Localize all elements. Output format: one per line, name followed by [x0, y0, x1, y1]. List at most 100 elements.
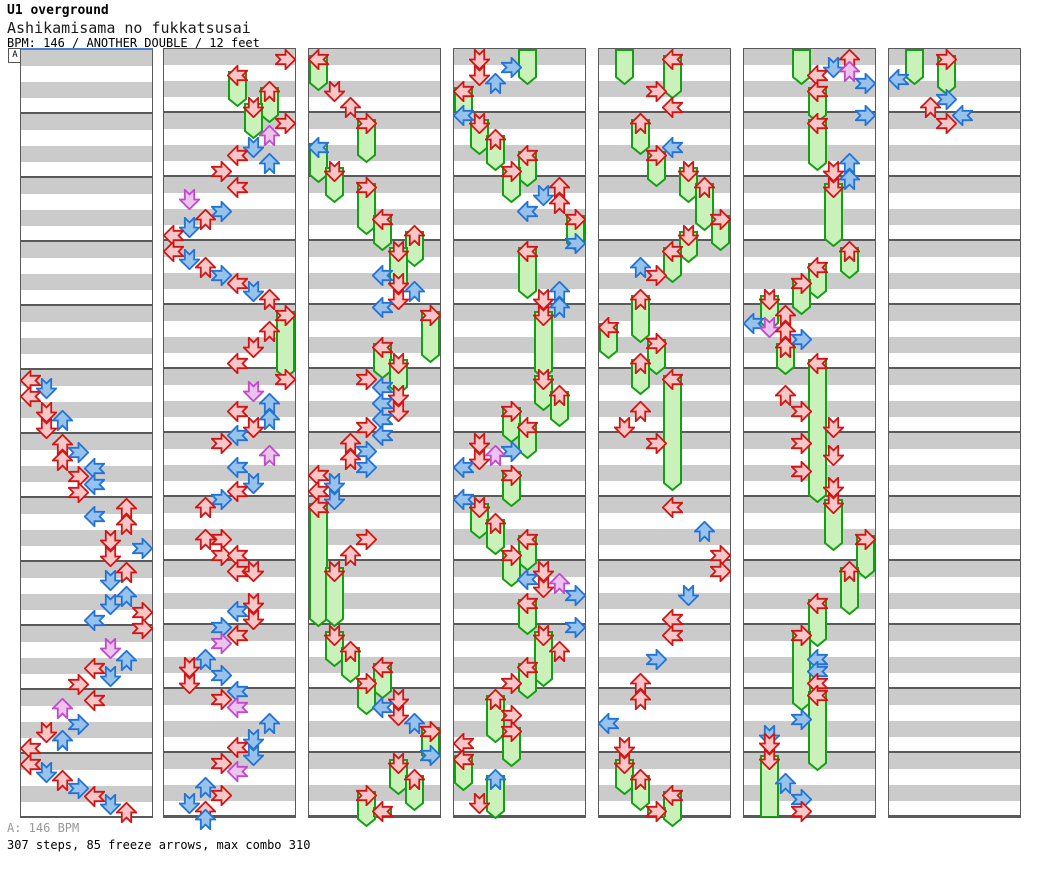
note-arrow-down [100, 666, 121, 687]
note-arrow-right [211, 489, 232, 510]
note-arrow-right [275, 305, 296, 326]
note-arrow-right [211, 689, 232, 710]
note-arrow-down [533, 185, 554, 206]
note-arrow-up [485, 689, 506, 710]
note-arrow-up [630, 289, 651, 310]
note-arrow-down [243, 137, 264, 158]
freeze-tail [517, 49, 538, 85]
note-arrow-right [275, 49, 296, 70]
note-arrow-up [485, 513, 506, 534]
note-arrow-left [372, 697, 393, 718]
note-arrow-down [243, 561, 264, 582]
freeze-tail [791, 49, 812, 85]
note-arrow-up [259, 321, 280, 342]
note-arrow-up [549, 573, 570, 594]
step-panel [308, 48, 441, 827]
note-arrow-up [839, 61, 860, 82]
note-arrow-left [453, 749, 474, 770]
note-arrow-down [100, 794, 121, 815]
note-arrow-left [372, 297, 393, 318]
note-arrow-right [936, 113, 957, 134]
note-arrow-right [356, 673, 377, 694]
note-arrow-up [839, 561, 860, 582]
note-arrow-down [324, 561, 345, 582]
note-arrow-down [243, 593, 264, 614]
note-arrow-down [388, 689, 409, 710]
note-arrow-right [420, 305, 441, 326]
note-arrow-right [356, 457, 377, 478]
note-arrow-left [84, 474, 105, 495]
note-arrow-up [920, 97, 941, 118]
note-arrow-down [469, 793, 490, 814]
note-arrow-left [372, 337, 393, 358]
note-arrow-down [614, 753, 635, 774]
note-arrow-right [211, 265, 232, 286]
note-arrow-right [791, 273, 812, 294]
step-panel [888, 48, 1021, 818]
note-arrow-down [36, 418, 57, 439]
note-arrow-down [243, 745, 264, 766]
note-arrow-up [259, 125, 280, 146]
note-arrow-left [598, 713, 619, 734]
note-arrow-right [356, 785, 377, 806]
note-arrow-left [517, 593, 538, 614]
note-arrow-left [372, 657, 393, 678]
note-arrow-down [533, 625, 554, 646]
note-arrow-up [839, 169, 860, 190]
note-arrow-down [243, 417, 264, 438]
note-arrow-left [308, 137, 329, 158]
note-arrow-down [36, 378, 57, 399]
note-arrow-down [678, 225, 699, 246]
note-arrow-up [52, 450, 73, 471]
note-arrow-right [646, 801, 667, 822]
note-arrow-left [84, 786, 105, 807]
note-arrow-left [227, 145, 248, 166]
note-arrow-down [388, 353, 409, 374]
note-arrow-up [630, 769, 651, 790]
note-arrow-right [565, 209, 586, 230]
note-arrow-up [195, 529, 216, 550]
note-arrow-left [662, 369, 683, 390]
note-arrow-right [68, 714, 89, 735]
note-arrow-up [259, 409, 280, 430]
note-arrow-down [179, 217, 200, 238]
note-arrow-left [84, 658, 105, 679]
note-arrow-up [485, 769, 506, 790]
note-arrow-left [20, 386, 41, 407]
note-arrow-left [517, 417, 538, 438]
freeze-body [823, 183, 844, 247]
note-arrow-up [259, 289, 280, 310]
note-arrow-down [179, 189, 200, 210]
note-arrow-up [116, 586, 137, 607]
note-arrow-up [549, 641, 570, 662]
note-arrow-right [501, 57, 522, 78]
note-arrow-up [340, 449, 361, 470]
note-arrow-left [807, 593, 828, 614]
note-arrow-up [839, 241, 860, 262]
note-arrow-down [469, 49, 490, 70]
note-arrow-down [243, 473, 264, 494]
step-panel [743, 48, 876, 822]
note-arrow-up [259, 81, 280, 102]
note-arrow-right [211, 785, 232, 806]
step-panel [453, 48, 586, 819]
note-arrow-left [743, 313, 764, 334]
note-arrow-down [243, 281, 264, 302]
note-arrow-up [404, 769, 425, 790]
note-arrow-right [211, 201, 232, 222]
note-arrow-up [116, 514, 137, 535]
note-arrow-down [100, 638, 121, 659]
note-arrow-left [453, 457, 474, 478]
note-arrow-down [100, 594, 121, 615]
note-arrow-down [36, 402, 57, 423]
note-arrow-up [485, 129, 506, 150]
note-arrow-left [517, 201, 538, 222]
note-arrow-up [404, 281, 425, 302]
note-arrow-down [324, 489, 345, 510]
note-arrow-left [517, 657, 538, 678]
note-arrow-left [453, 81, 474, 102]
freeze-tail [614, 49, 635, 85]
note-arrow-down [324, 473, 345, 494]
note-arrow-up [549, 385, 570, 406]
